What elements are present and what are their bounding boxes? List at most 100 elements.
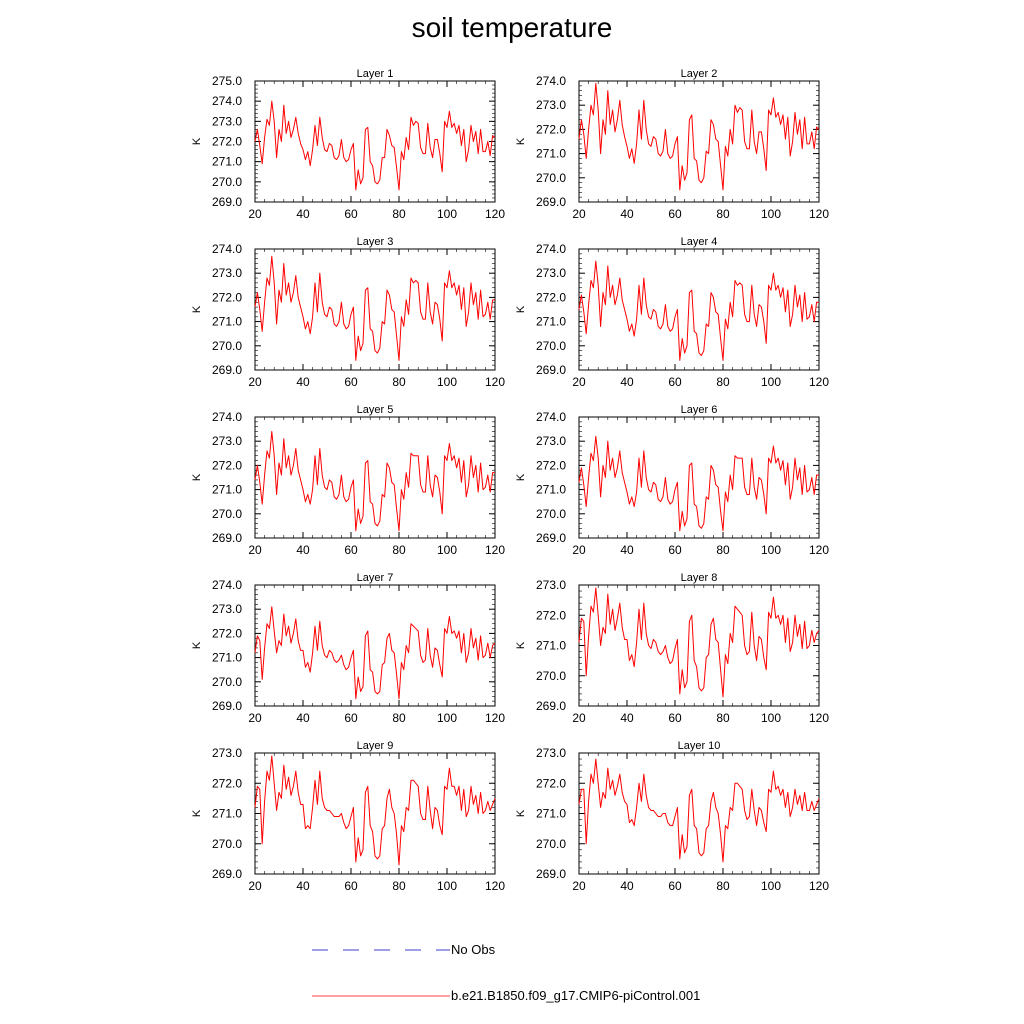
y-tick-label: 270.0 [212,339,242,353]
x-tick-label: 20 [248,879,262,893]
series-line [254,100,496,191]
y-axis-label: K [515,641,527,649]
x-tick-label: 100 [437,543,457,557]
y-tick-label: 272.0 [212,776,242,790]
x-tick-label: 120 [485,711,505,725]
y-tick-label: 272.0 [536,776,566,790]
x-tick-label: 60 [668,207,682,221]
y-tick-label: 271.0 [212,155,242,169]
y-tick-label: 273.0 [536,746,566,760]
y-tick-label: 273.0 [212,746,242,760]
x-tick-label: 20 [248,375,262,389]
y-tick-label: 270.0 [212,837,242,851]
y-tick-label: 272.0 [212,626,242,640]
panel-title: Layer 2 [681,68,718,80]
x-tick-label: 20 [572,711,586,725]
y-tick-label: 273.0 [212,114,242,128]
x-tick-label: 40 [620,375,634,389]
y-tick-label: 271.0 [212,315,242,329]
plot-frame [254,80,496,203]
y-tick-label: 269.0 [536,531,566,545]
y-tick-label: 271.0 [536,147,566,161]
x-tick-label: 20 [572,543,586,557]
x-tick-label: 80 [716,879,730,893]
x-tick-label: 40 [296,879,310,893]
y-tick-label: 274.0 [212,94,242,108]
y-tick-label: 273.0 [212,266,242,280]
x-tick-label: 20 [572,207,586,221]
panel-4: Layer 4 K 20 40 60 80 100 120 269.0 270.0 271.0 272… [515,236,829,389]
legend-obs-swatch [312,949,450,951]
y-axis-label: K [515,809,527,817]
legend-model-label: b.e21.B1850.f09_g17.CMIP6-piControl.001 [451,988,701,1003]
plot-frame [254,584,496,707]
x-tick-label: 120 [485,879,505,893]
x-tick-label: 60 [344,375,358,389]
y-tick-label: 273.0 [536,98,566,112]
x-tick-label: 120 [809,711,829,725]
x-tick-label: 60 [344,543,358,557]
y-tick-label: 271.0 [536,639,566,653]
x-tick-label: 40 [620,879,634,893]
x-tick-label: 60 [344,207,358,221]
y-axis-label: K [191,641,203,649]
x-tick-label: 40 [620,207,634,221]
series-line [254,755,496,866]
panel-10: Layer 10 K 20 40 60 80 100 120 269.0 270.0 271.0 27… [515,740,829,893]
x-tick-label: 60 [344,879,358,893]
y-tick-label: 269.0 [212,195,242,209]
panel-title: Layer 3 [357,236,394,248]
y-tick-label: 275.0 [212,74,242,88]
y-tick-label: 272.0 [212,458,242,472]
panel-title: Layer 6 [681,404,718,416]
panel-1: Layer 1 K 20 40 60 80 100 120 269.0 270.0 271.0 272… [191,68,505,221]
panel-title: Layer 9 [357,740,394,752]
y-tick-label: 273.0 [212,434,242,448]
y-tick-label: 272.0 [536,608,566,622]
y-tick-label: 269.0 [536,195,566,209]
panel-2: Layer 2 K 20 40 60 80 100 120 269.0 270.0 271.0 272… [515,68,829,221]
x-tick-label: 60 [668,879,682,893]
y-tick-label: 270.0 [212,507,242,521]
y-tick-label: 272.0 [536,458,566,472]
x-tick-label: 100 [437,207,457,221]
x-tick-label: 120 [485,543,505,557]
x-tick-label: 60 [668,543,682,557]
panel-title: Layer 4 [681,236,718,248]
y-tick-label: 269.0 [212,699,242,713]
series-line [578,587,820,698]
x-tick-label: 120 [809,207,829,221]
x-tick-label: 100 [761,879,781,893]
y-tick-label: 270.0 [212,675,242,689]
x-tick-label: 40 [296,207,310,221]
y-tick-label: 269.0 [536,867,566,881]
x-tick-label: 40 [620,711,634,725]
panel-3: Layer 3 K 20 40 60 80 100 120 269.0 270.0 271.0 272… [191,236,505,389]
x-tick-label: 20 [572,375,586,389]
x-tick-label: 40 [296,375,310,389]
x-tick-label: 80 [392,879,406,893]
x-tick-label: 100 [437,711,457,725]
x-tick-label: 120 [485,375,505,389]
x-tick-label: 60 [668,375,682,389]
x-tick-label: 120 [485,207,505,221]
legend-model: b.e21.B1850.f09_g17.CMIP6-piControl.001 [312,986,732,1006]
y-axis-label: K [191,809,203,817]
y-axis-label: K [515,473,527,481]
x-tick-label: 40 [296,711,310,725]
page-title: soil temperature [411,12,613,43]
panel-7: Layer 7 K 20 40 60 80 100 120 269.0 270.0 271.0 272… [191,572,505,725]
panel-title: Layer 8 [681,572,718,584]
y-tick-label: 274.0 [536,74,566,88]
x-tick-label: 120 [809,879,829,893]
x-tick-label: 80 [716,375,730,389]
panel-5: Layer 5 K 20 40 60 80 100 120 269.0 270.0 271.0 272… [191,404,505,557]
y-tick-label: 274.0 [212,242,242,256]
plot-frame [254,248,496,371]
series-line [254,606,496,700]
y-tick-label: 269.0 [212,531,242,545]
y-tick-label: 271.0 [212,483,242,497]
series-line [578,82,820,191]
y-tick-label: 271.0 [536,315,566,329]
